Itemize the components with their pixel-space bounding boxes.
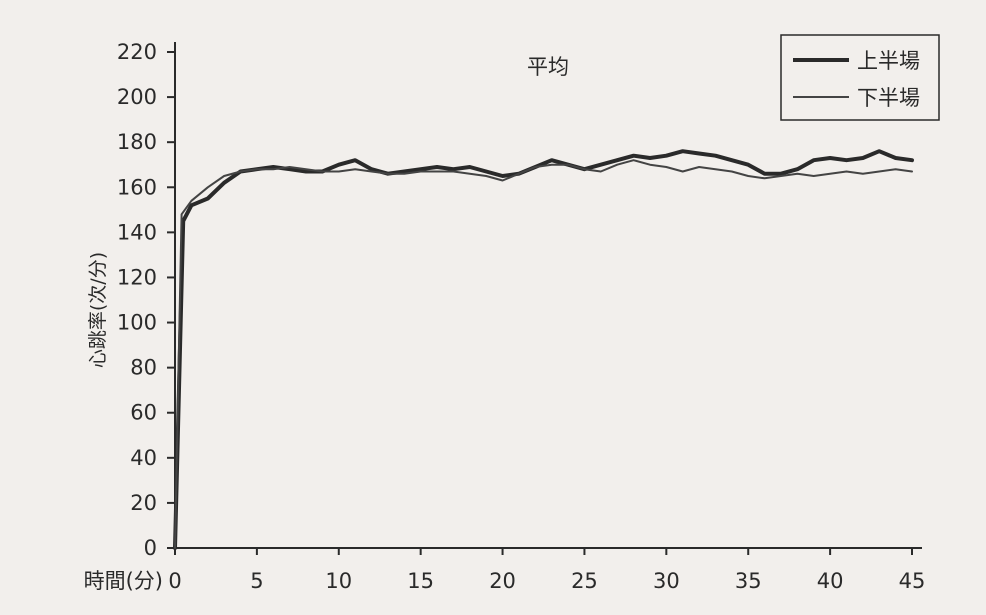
x-axis-label: 時間(分) [84,569,163,593]
x-tick-label-40: 40 [817,569,844,593]
x-tick-label-35: 35 [735,569,762,593]
y-tick-label-120: 120 [117,265,157,289]
y-tick-label-40: 40 [130,446,157,470]
legend-label-1: 上半場 [857,49,920,73]
y-tick-label-20: 20 [130,491,157,515]
x-tick-label-25: 25 [571,569,598,593]
y-tick-label-180: 180 [117,130,157,154]
x-tick-label-5: 5 [250,569,263,593]
chart-title: 平均 [527,55,569,79]
y-tick-label-80: 80 [130,356,157,380]
x-tick-label-15: 15 [407,569,434,593]
y-tick-label-60: 60 [130,401,157,425]
x-tick-label-10: 10 [325,569,352,593]
x-tick-label-45: 45 [899,569,926,593]
axes-layer: 0 20 40 60 80 100 120 140 160 180 200 220 0 5 10 15 20 25… [84,40,926,593]
series-line-1 [173,149,914,550]
y-tick-label-200: 200 [117,85,157,109]
y-tick-label-100: 100 [117,311,157,335]
y-tick-label-160: 160 [117,175,157,199]
x-tick-label-20: 20 [489,569,516,593]
x-tick-label-30: 30 [653,569,680,593]
x-tick-label-0: 0 [168,569,181,593]
legend-box [780,34,940,121]
series-layer [173,149,914,550]
series-line-2 [174,159,913,549]
y-tick-label-0: 0 [144,536,157,560]
y-axis-label: 心跳率(次/分) [87,252,109,368]
y-tick-label-140: 140 [117,220,157,244]
legend-label-2: 下半場 [857,86,920,110]
y-tick-label-220: 220 [117,40,157,64]
